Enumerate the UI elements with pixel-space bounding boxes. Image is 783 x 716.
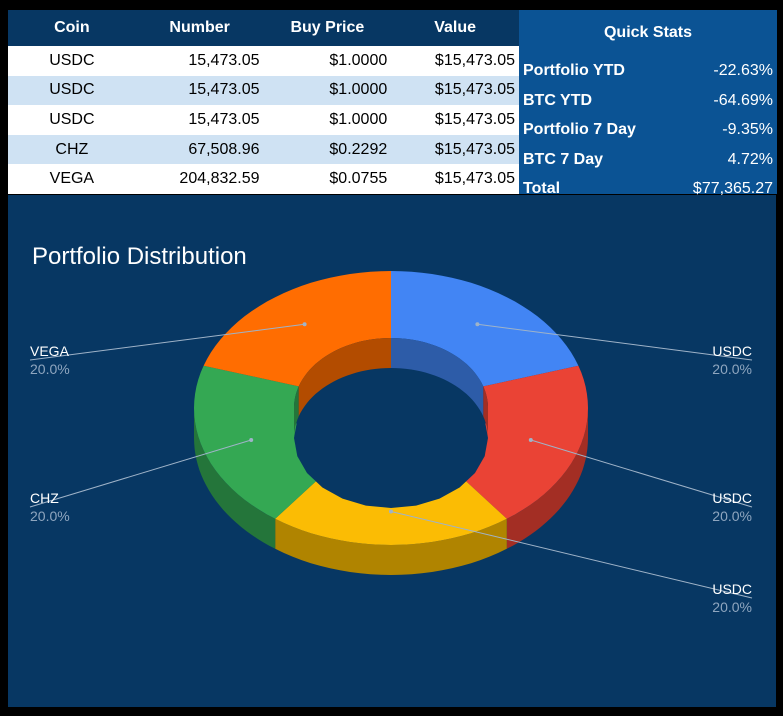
stat-value[interactable]: -9.35% [722, 121, 773, 139]
cell-buy-price[interactable]: $1.0000 [263, 46, 392, 76]
table-row: CHZ 67,508.96 $0.2292 $15,473.05 [8, 134, 519, 165]
holdings-table: Coin Number Buy Price Value USDC 15,473.… [8, 10, 519, 194]
slice-label-1: USDC [712, 490, 752, 506]
cell-value[interactable]: $15,473.05 [391, 105, 519, 135]
header-value[interactable]: Value [391, 10, 519, 46]
donut-chart-svg: USDC 20.0% USDC 20.0% USDC 20.0% CHZ 20.0% VEGA 2… [29, 271, 753, 615]
cell-coin[interactable]: VEGA [8, 164, 136, 194]
cell-number[interactable]: 204,832.59 [135, 164, 264, 194]
table-header-row: Coin Number Buy Price Value [8, 10, 519, 46]
header-buy-price[interactable]: Buy Price [263, 10, 392, 46]
stat-label[interactable]: BTC YTD [523, 91, 593, 109]
leader-dot-0 [475, 322, 480, 327]
slice-hole-wall-3-0 [294, 386, 299, 438]
stat-label[interactable]: BTC 7 Day [523, 150, 604, 168]
slice-percent-3: 20.0% [30, 508, 70, 524]
stat-value[interactable]: -22.63% [713, 62, 773, 79]
donut-sides [194, 408, 588, 575]
leader-line-4 [29, 323, 305, 361]
cell-number[interactable]: 67,508.96 [135, 134, 264, 165]
slice-label-4: VEGA [30, 343, 70, 359]
quick-stats-panel: Quick Stats Portfolio YTD -22.63% BTC YT… [519, 10, 777, 197]
cell-coin[interactable]: USDC [8, 105, 136, 135]
slice-side-2 [275, 518, 507, 575]
cell-coin[interactable]: USDC [8, 46, 136, 76]
cell-coin[interactable]: CHZ [8, 134, 136, 165]
header-number[interactable]: Number [135, 10, 264, 46]
pie-slice-1[interactable] [448, 365, 588, 519]
stat-row-total: Total $77,365.27 [519, 174, 777, 204]
portfolio-distribution-chart[interactable]: Portfolio Distribution USDC 20.0% USDC 20.0… [8, 195, 776, 707]
slice-percent-1: 20.0% [712, 508, 752, 524]
stat-label[interactable]: Portfolio 7 Day [523, 121, 636, 139]
stat-value[interactable]: -64.69% [713, 91, 773, 109]
table-row: USDC 15,473.05 $1.0000 $15,473.05 [8, 75, 519, 106]
chart-title: Portfolio Distribution [32, 243, 247, 270]
cell-value[interactable]: $15,473.05 [391, 164, 519, 194]
table-row: USDC 15,473.05 $1.0000 $15,473.05 [8, 46, 519, 76]
leader-line-3 [29, 439, 252, 508]
donut-hole [294, 368, 488, 508]
slice-hole-wall-4-0 [298, 338, 391, 417]
chart-labels: USDC 20.0% USDC 20.0% USDC 20.0% CHZ 20.0% VEGA 2… [29, 322, 753, 615]
stat-value[interactable]: 4.72% [727, 150, 773, 168]
leader-dot-3 [249, 438, 254, 442]
slice-percent-0: 20.0% [712, 361, 752, 377]
slice-hole-wall-0-1 [391, 338, 484, 417]
leader-dot-1 [528, 438, 533, 442]
cell-value[interactable]: $15,473.05 [391, 134, 519, 165]
slice-label-2: USDC [712, 581, 752, 597]
donut-hole-walls [294, 338, 488, 508]
stat-value[interactable]: $77,365.27 [692, 180, 773, 198]
stat-row-btc-ytd: BTC YTD -64.69% [519, 86, 777, 116]
stat-row-portfolio-ytd: Portfolio YTD -22.63% [519, 56, 777, 86]
cell-buy-price[interactable]: $0.2292 [263, 134, 392, 165]
leader-line-0 [477, 323, 753, 361]
slice-label-0: USDC [712, 343, 752, 359]
cell-coin[interactable]: USDC [8, 75, 136, 106]
stat-label[interactable]: Total [523, 180, 561, 198]
stat-label[interactable]: Portfolio YTD [523, 62, 625, 79]
leader-dot-4 [302, 322, 307, 327]
leader-dot-2 [389, 509, 393, 514]
quick-stats-title[interactable]: Quick Stats [603, 24, 693, 41]
cell-number[interactable]: 15,473.05 [135, 46, 264, 76]
slice-percent-4: 20.0% [30, 361, 70, 377]
stat-row-btc-7-day: BTC 7 Day 4.72% [519, 145, 777, 175]
cell-value[interactable]: $15,473.05 [391, 75, 519, 106]
cell-buy-price[interactable]: $1.0000 [263, 105, 392, 135]
cell-buy-price[interactable]: $0.0755 [263, 164, 392, 194]
slice-percent-2: 20.0% [712, 599, 752, 615]
cell-buy-price[interactable]: $1.0000 [263, 75, 392, 106]
header-coin[interactable]: Coin [8, 10, 136, 46]
slice-side-3 [194, 408, 276, 549]
slice-side-1 [506, 408, 588, 549]
cell-number[interactable]: 15,473.05 [135, 105, 264, 135]
pie-slice-3[interactable] [194, 365, 334, 519]
pie-slice-4[interactable] [203, 271, 391, 387]
stat-row-portfolio-7-day: Portfolio 7 Day -9.35% [519, 115, 777, 145]
cell-value[interactable]: $15,473.05 [391, 46, 519, 76]
leader-line-2 [390, 511, 753, 599]
table-row: USDC 15,473.05 $1.0000 $15,473.05 [8, 105, 519, 135]
leader-line-1 [530, 439, 753, 508]
slice-hole-wall-1-1 [483, 386, 488, 438]
table-row: VEGA 204,832.59 $0.0755 $15,473.05 [8, 164, 519, 194]
pie-slice-0[interactable] [391, 271, 579, 387]
cell-number[interactable]: 15,473.05 [135, 75, 264, 106]
slice-label-3: CHZ [30, 490, 59, 506]
